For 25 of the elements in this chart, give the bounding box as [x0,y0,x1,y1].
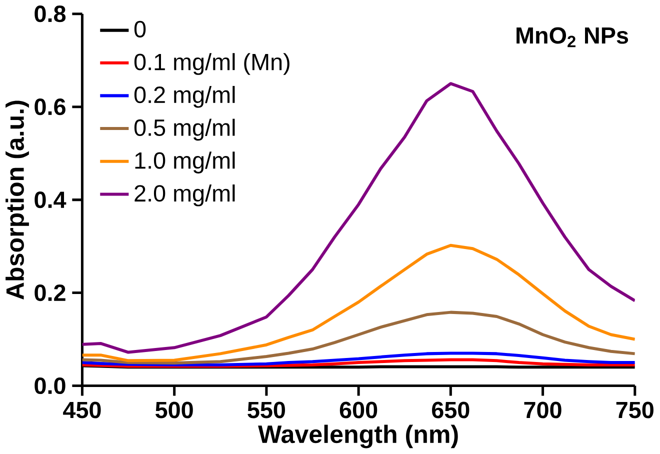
line-series [82,352,635,366]
line-series [82,244,635,362]
y-axis-title: Absorption (a.u.) [6,100,29,300]
x-axis-title: Wavelength (nm) [258,424,458,448]
y-tick-label: 0.8 [34,6,66,22]
legend-label: 0 [134,20,146,38]
y-tick-label: 0.2 [34,284,66,302]
x-tick-label: 500 [156,402,193,418]
x-tick-label: 550 [248,402,286,418]
legend-label: 0.1 mg/ml (Mn) [134,53,290,76]
y-tick-label: 0.4 [34,192,66,208]
legend-label: 0.2 mg/ml [134,86,235,108]
line-series [82,310,635,365]
legend-label: 1.0 mg/ml [135,152,235,174]
x-tick-label: 600 [340,402,378,418]
x-tick-label: 450 [63,402,101,418]
x-tick-label: 750 [616,402,654,418]
line-series [82,82,635,354]
legend-label: 0.5 mg/ml [134,118,235,141]
annotation: MnO$_{2}$ NPs [516,27,628,48]
y-tick-label: 0.0 [34,378,66,394]
legend-label: 2.0 mg/ml [134,184,235,206]
x-tick-label: 650 [432,402,470,418]
x-tick-label: 700 [524,402,562,418]
y-tick-label: 0.6 [34,98,66,116]
